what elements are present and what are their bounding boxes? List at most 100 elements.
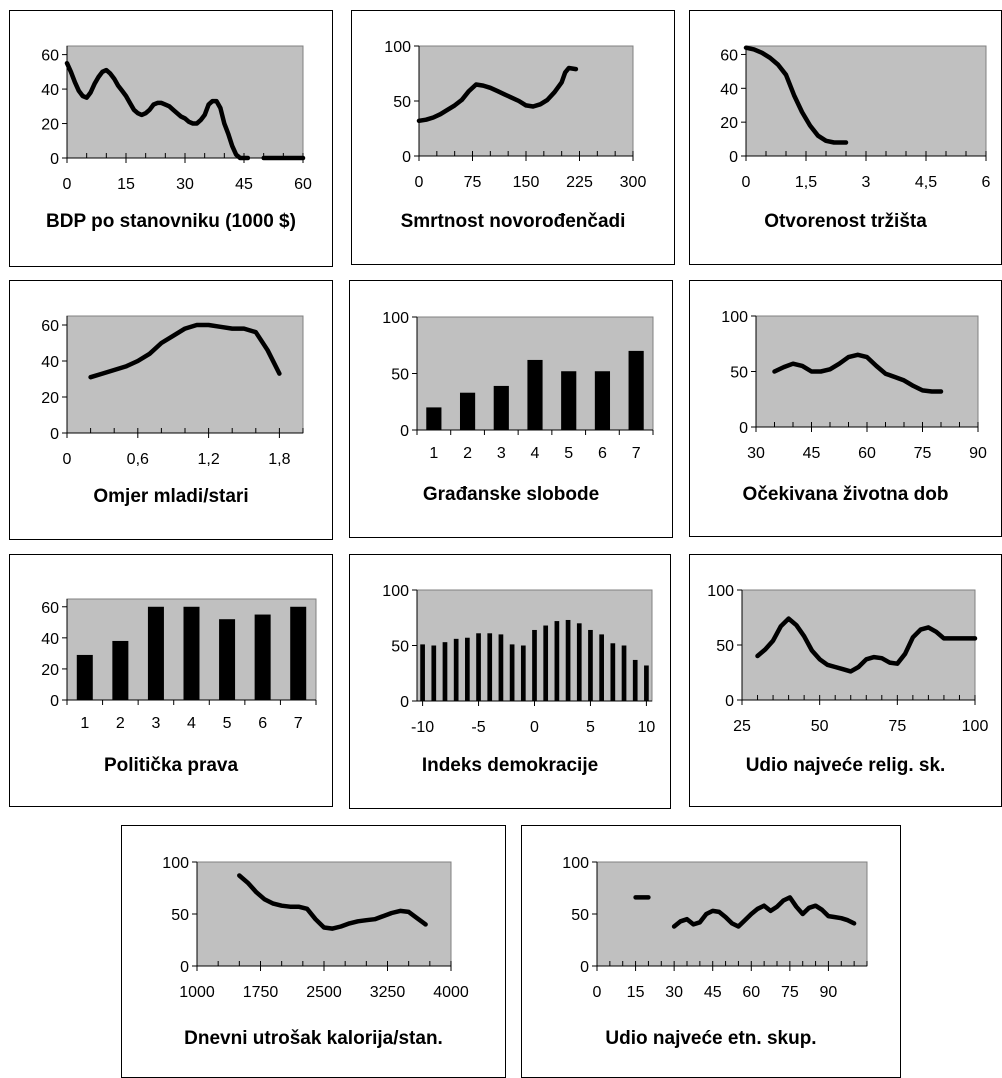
x-tick-label: 90 [969, 445, 987, 462]
y-tick-label: 40 [41, 82, 59, 99]
plot-area [418, 45, 634, 157]
chart-title: BDP po stanovniku (1000 $) [46, 211, 296, 232]
chart-title: Politička prava [103, 755, 239, 776]
plot-area [66, 45, 304, 159]
x-tick-label: 6 [598, 445, 607, 462]
x-tick-label: 0 [593, 984, 602, 1001]
x-tick-label: 4000 [433, 984, 469, 1001]
series-line [64, 60, 251, 161]
plot-area [196, 861, 452, 967]
chart-svg: 0 50 100 30 45 60 75 90 [721, 309, 987, 462]
x-tick-label: 7 [294, 715, 303, 732]
y-tick-label: 60 [720, 47, 738, 64]
x-tick-label: 5 [223, 715, 232, 732]
y-tick-label: 0 [400, 694, 409, 711]
bar [498, 634, 504, 701]
y-tick-label: 0 [50, 426, 59, 443]
y-tick-label: 20 [720, 115, 738, 132]
y-tick-label: 20 [41, 390, 59, 407]
y-tick-label: 0 [400, 423, 409, 440]
bar [621, 645, 627, 701]
chart-title: Indeks demokracije [421, 755, 599, 776]
x-tick-label: 150 [513, 174, 540, 191]
x-tick-label: 75 [781, 984, 799, 1001]
chart-svg: 0 50 100 0 15 30 45 60 75 90 [562, 855, 868, 1001]
y-tick-label: 20 [41, 117, 59, 134]
y-tick-label: 50 [171, 907, 189, 924]
bar [599, 634, 604, 701]
x-tick-label: 2 [463, 445, 472, 462]
chart-svg: 0 20 40 60 1 2 3 4 5 6 7 [41, 598, 317, 732]
bar [594, 371, 611, 430]
x-tick-label: -5 [471, 719, 485, 736]
x-tick-label: 2 [116, 715, 125, 732]
bar [420, 644, 425, 701]
x-tick-label: 0 [415, 174, 424, 191]
x-tick-label: 30 [747, 445, 765, 462]
x-tick-label: 30 [176, 176, 194, 193]
panel-udio-etn: 0 50 100 0 15 30 45 60 75 90 Udio najveće etn. sku… [521, 825, 901, 1078]
x-tick-label: 4,5 [915, 174, 937, 191]
x-tick-label: 45 [235, 176, 253, 193]
chart-svg: 0 50 100 1 2 3 4 5 6 7 [382, 310, 654, 462]
y-tick-label: 0 [739, 420, 748, 437]
series-line [671, 895, 857, 929]
series-line [416, 65, 579, 124]
x-tick-label: 3250 [370, 984, 406, 1001]
chart-title: Dnevni utrošak kalorija/stan. [184, 1028, 443, 1049]
x-tick-label: 60 [294, 176, 312, 193]
x-tick-label: 45 [803, 445, 821, 462]
chart-svg: 0 50 100 25 50 75 100 [707, 583, 988, 735]
y-tick-label: 100 [707, 583, 734, 600]
x-tick-label: 15 [117, 176, 135, 193]
y-tick-label: 50 [391, 367, 409, 384]
chart-title: Udio najveće etn. skup. [605, 1028, 817, 1049]
x-tick-label: 25 [733, 718, 751, 735]
plot-area [755, 315, 979, 428]
panel-otvorenost: 0 20 40 60 0 1,5 3 4,5 6 Otvorenost tržišta [689, 10, 1002, 265]
panel-kalorije: 0 50 100 1000 1750 2500 3250 4000 Dnevni utrošak… [121, 825, 506, 1078]
panel-indeks: 0 50 100 -10 -5 0 5 10 Indeks demokracije [349, 554, 671, 809]
x-tick-label: 3 [497, 445, 506, 462]
bar [644, 665, 649, 701]
bar [290, 606, 307, 700]
panel-ocekivana: 0 50 100 30 45 60 75 90 Očekivana životna dob [689, 280, 1002, 537]
bar [431, 645, 437, 701]
x-tick-label: 0 [530, 719, 539, 736]
panel-bdp: 0 20 40 60 0 15 30 45 60 BDP po stanovniku (1000 … [9, 10, 333, 267]
bar [565, 619, 571, 701]
x-tick-label: 1,2 [197, 451, 219, 468]
x-tick-label: 1,8 [268, 451, 290, 468]
x-tick-label: 0 [63, 176, 72, 193]
x-tick-label: 1 [80, 715, 89, 732]
bar [632, 659, 638, 701]
x-tick-label: 1,5 [795, 174, 817, 191]
y-tick-label: 60 [41, 318, 59, 335]
x-tick-label: 75 [914, 445, 932, 462]
plot-area [596, 861, 868, 967]
bar [219, 619, 236, 700]
x-tick-label: 6 [258, 715, 267, 732]
bar [465, 637, 470, 701]
y-tick-label: 100 [162, 855, 189, 872]
bar [183, 606, 200, 700]
chart-title: Smrtnost novorođenčadi [400, 211, 626, 232]
y-tick-label: 60 [41, 600, 59, 617]
bar [543, 625, 549, 701]
x-tick-label: 3 [862, 174, 871, 191]
y-tick-label: 50 [393, 94, 411, 111]
chart-title: Građanske slobode [422, 484, 600, 505]
series-line [772, 352, 944, 394]
x-tick-label: 10 [638, 719, 656, 736]
panel-politicka: 0 20 40 60 1 2 3 4 5 6 7 Politička prava [9, 554, 333, 807]
chart-title: Udio najveće relig. sk. [745, 755, 946, 776]
bar [576, 623, 582, 701]
bar [520, 645, 526, 701]
bar [509, 644, 515, 701]
y-tick-label: 60 [41, 48, 59, 65]
chart-svg: 0 20 40 60 0 0,6 1,2 1,8 [41, 315, 304, 468]
panel-omjer: 0 20 40 60 0 0,6 1,2 1,8 Omjer mladi/stari [9, 280, 333, 540]
y-tick-label: 100 [382, 310, 409, 327]
chart-svg: 0 20 40 60 0 15 30 45 60 [41, 45, 312, 193]
y-tick-label: 100 [382, 583, 409, 600]
